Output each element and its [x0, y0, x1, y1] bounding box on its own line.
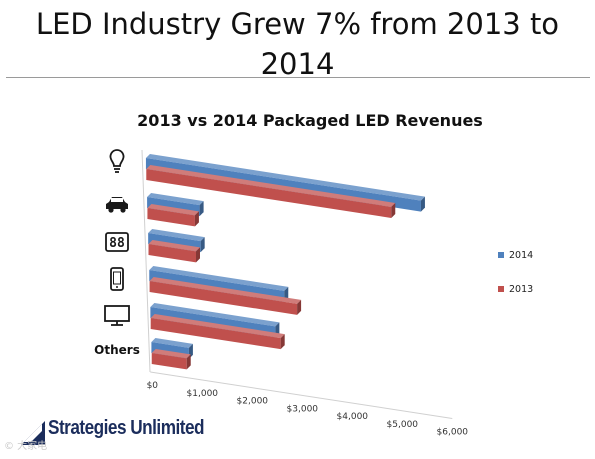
display-icon: 88	[105, 232, 129, 252]
slide-title: LED Industry Grew 7% from 2013 to 2014	[0, 4, 595, 84]
legend-item-2014: 2014	[498, 250, 533, 261]
x-tick-label: $3,000	[287, 404, 319, 414]
bar-2013-6	[151, 349, 191, 370]
mobile-phone-icon	[110, 267, 124, 291]
legend-swatch	[498, 252, 504, 258]
strategies-unlimited-logo-mark	[21, 421, 45, 445]
legend-item-2013: 2013	[498, 284, 533, 295]
x-tick-label: $0	[147, 381, 159, 391]
bar-2013-2	[147, 204, 199, 227]
legend-label: 2013	[509, 284, 533, 295]
chart-title: 2013 vs 2014 Packaged LED Revenues	[137, 111, 483, 130]
legend-swatch	[498, 286, 504, 292]
value-axis-wall	[141, 149, 151, 373]
car-icon	[106, 197, 128, 213]
title-divider	[6, 77, 590, 78]
x-tick-label: $5,000	[387, 420, 419, 430]
bar-2013-4	[149, 277, 302, 315]
x-tick-label: $1,000	[187, 389, 219, 399]
category-label: Others	[94, 343, 140, 357]
svg-text:88: 88	[109, 236, 125, 251]
bar-2013-3	[148, 240, 200, 263]
watermark: © 大家电	[4, 441, 48, 452]
lightbulb-icon	[109, 149, 125, 173]
bar-2013-5	[150, 314, 285, 350]
value-axis-floor	[150, 371, 453, 419]
x-tick-label: $6,000	[437, 428, 469, 438]
x-tick-label: $2,000	[237, 397, 269, 407]
monitor-icon	[104, 305, 130, 326]
legend-label: 2014	[509, 250, 533, 261]
x-tick-label: $4,000	[337, 412, 369, 422]
strategies-unlimited-logo-text: Strategies Unlimited	[48, 417, 205, 439]
slide-title-line-1: LED Industry Grew 7% from 2013 to	[35, 7, 560, 41]
slide-title-line-2: 2014	[260, 47, 335, 81]
bar-2013-1	[146, 165, 396, 218]
